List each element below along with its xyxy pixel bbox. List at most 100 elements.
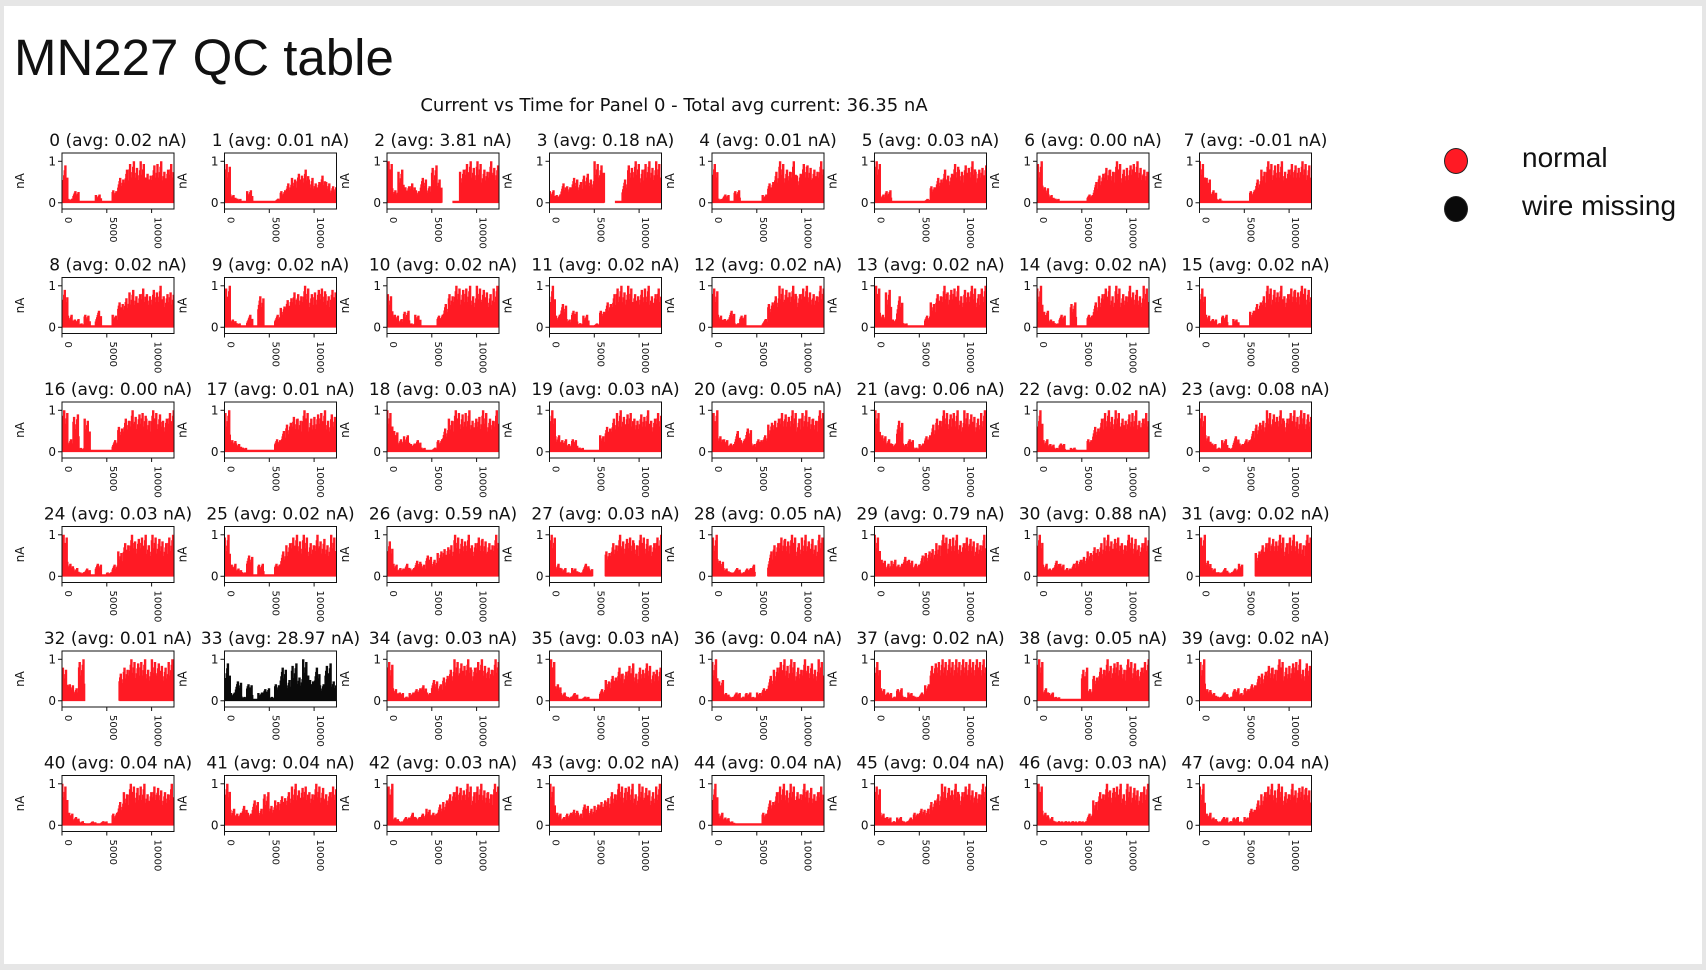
subplot-frame-15 xyxy=(1199,277,1312,334)
subplot-title-32: 32 (avg: 0.01 nA) xyxy=(44,629,192,649)
subplot-8: 8 (avg: 0.02 nA) nA 0 1 0 5000 10000 xyxy=(13,256,187,374)
subplot-ylabel-22: nA xyxy=(988,421,1002,438)
subplot-xtick-label-32-0: 0 xyxy=(62,715,73,721)
subplot-ytick-label-13-1: 1 xyxy=(861,279,869,293)
subplot-xtick-label-5-1: 5000 xyxy=(919,217,930,242)
subplot-signal-35 xyxy=(549,659,662,702)
subplot-xtick-label-37-2: 10000 xyxy=(964,715,975,747)
subplot-frame-34 xyxy=(386,650,500,708)
subplot-title-6: 6 (avg: 0.00 nA) xyxy=(1024,131,1162,151)
subplot-ylabel-26: nA xyxy=(338,546,352,563)
subplot-11: 11 (avg: 0.02 nA) nA 0 1 0 5000 10000 xyxy=(501,256,680,374)
subplot-xtick-label-27-0: 0 xyxy=(550,591,561,597)
subplot-signal-23 xyxy=(1199,410,1312,453)
subplot-19: 19 (avg: 0.03 nA) nA 0 1 0 5000 10000 xyxy=(501,380,680,498)
subplot-xtick-label-28-0: 0 xyxy=(712,591,723,597)
subplot-frame-8 xyxy=(61,277,175,334)
subplot-xtick-label-10-0: 0 xyxy=(387,342,398,348)
subplot-xtick-label-25-2: 10000 xyxy=(314,591,325,623)
subplot-42: 42 (avg: 0.03 nA) nA 0 1 0 5000 10000 xyxy=(338,754,517,872)
subplot-ytick-label-5-0: 0 xyxy=(861,196,869,210)
subplot-xtick-label-7-0: 0 xyxy=(1200,217,1211,223)
subplot-signal-38 xyxy=(1037,659,1149,702)
subplot-xtick-label-41-1: 5000 xyxy=(269,840,280,865)
subplot-ytick-label-37-0: 0 xyxy=(861,694,869,708)
subplot-title-34: 34 (avg: 0.03 nA) xyxy=(369,629,517,649)
subplot-xtick-label-13-2: 10000 xyxy=(964,342,975,374)
subplot-41: 41 (avg: 0.04 nA) nA 0 1 0 5000 10000 xyxy=(176,754,355,872)
subplot-ylabel-45: nA xyxy=(826,795,840,812)
subplot-ytick-label-42-0: 0 xyxy=(373,818,381,832)
subplot-xtick-label-18-0: 0 xyxy=(387,466,398,472)
subplot-xtick-label-1-0: 0 xyxy=(225,217,236,223)
subplot-ytick-label-28-1: 1 xyxy=(698,528,706,542)
subplot-ytick-label-45-0: 0 xyxy=(861,818,869,832)
subplot-frame-45 xyxy=(874,775,987,832)
subplot-signal-28 xyxy=(712,534,824,577)
subplot-xtick-label-29-0: 0 xyxy=(875,591,886,597)
subplot-frame-14 xyxy=(1036,277,1150,334)
subplot-xtick-label-8-2: 10000 xyxy=(152,342,163,374)
subplot-frame-33 xyxy=(224,650,337,708)
subplot-44: 44 (avg: 0.04 nA) nA 0 1 0 5000 10000 xyxy=(663,754,842,872)
subplot-ylabel-19: nA xyxy=(501,421,515,438)
subplot-frame-21 xyxy=(874,401,987,459)
subplot-xtick-label-39-1: 5000 xyxy=(1244,715,1255,740)
subplot-xtick-label-30-1: 5000 xyxy=(1082,591,1093,616)
subplot-signal-32 xyxy=(62,659,174,702)
subplot-title-2: 2 (avg: 3.81 nA) xyxy=(374,131,512,151)
subplot-ylabel-20: nA xyxy=(663,421,677,438)
subplot-ylabel-40: nA xyxy=(13,795,27,812)
subplot-ytick-label-14-0: 0 xyxy=(1023,320,1031,334)
subplot-6: 6 (avg: 0.00 nA) nA 0 1 0 5000 10000 xyxy=(988,131,1162,249)
subplot-39: 39 (avg: 0.02 nA) nA 0 1 0 5000 10000 xyxy=(1151,629,1330,747)
subplot-xtick-label-30-2: 10000 xyxy=(1127,591,1138,623)
subplot-xtick-label-26-2: 10000 xyxy=(477,591,488,623)
subplot-xtick-label-35-2: 10000 xyxy=(639,715,650,747)
subplot-xtick-label-31-1: 5000 xyxy=(1244,591,1255,616)
subplot-signal-6 xyxy=(1037,161,1149,204)
subplot-title-43: 43 (avg: 0.02 nA) xyxy=(531,754,679,774)
subplot-title-29: 29 (avg: 0.79 nA) xyxy=(856,505,1004,525)
subplot-title-3: 3 (avg: 0.18 nA) xyxy=(537,131,675,151)
subplot-24: 24 (avg: 0.03 nA) nA 0 1 0 5000 10000 xyxy=(13,505,192,623)
subplot-ytick-label-46-0: 0 xyxy=(1023,818,1031,832)
subplot-signal-26 xyxy=(387,534,499,577)
subplot-signal-22 xyxy=(1037,410,1149,453)
subplot-xtick-label-47-1: 5000 xyxy=(1244,840,1255,865)
subplot-title-0: 0 (avg: 0.02 nA) xyxy=(49,131,187,151)
subplot-title-9: 9 (avg: 0.02 nA) xyxy=(212,256,350,276)
subplot-xtick-label-24-0: 0 xyxy=(62,591,73,597)
subplot-frame-2 xyxy=(386,152,500,210)
subplot-frame-7 xyxy=(1199,152,1312,210)
subplot-ytick-label-31-1: 1 xyxy=(1186,528,1194,542)
subplot-ylabel-23: nA xyxy=(1151,421,1165,438)
subplot-ylabel-38: nA xyxy=(988,670,1002,687)
subplot-xtick-label-43-2: 10000 xyxy=(639,840,650,872)
subplot-ytick-label-19-1: 1 xyxy=(536,403,544,417)
subplot-ytick-label-25-0: 0 xyxy=(211,569,219,583)
subplot-40: 40 (avg: 0.04 nA) nA 0 1 0 5000 10000 xyxy=(13,754,192,872)
subplot-xtick-label-15-1: 5000 xyxy=(1244,342,1255,367)
subplot-xtick-label-44-2: 10000 xyxy=(802,840,813,872)
subplot-xtick-label-14-2: 10000 xyxy=(1127,342,1138,374)
subplot-ytick-label-47-0: 0 xyxy=(1186,818,1194,832)
subplot-ytick-label-6-1: 1 xyxy=(1023,154,1031,168)
subplot-xtick-label-20-0: 0 xyxy=(712,466,723,472)
subplot-signal-3 xyxy=(549,161,662,204)
subplot-frame-25 xyxy=(224,526,337,583)
subplot-signal-12 xyxy=(712,285,824,328)
subplot-xtick-label-11-0: 0 xyxy=(550,342,561,348)
subplot-ytick-label-9-0: 0 xyxy=(211,320,219,334)
subplot-xtick-label-4-1: 5000 xyxy=(757,217,768,242)
slide: MN227 QC table Current vs Time for Panel… xyxy=(4,6,1702,964)
subplot-signal-36 xyxy=(712,659,824,702)
subplot-xtick-label-12-2: 10000 xyxy=(802,342,813,374)
subplot-20: 20 (avg: 0.05 nA) nA 0 1 0 5000 10000 xyxy=(663,380,842,498)
subplot-xtick-label-20-1: 5000 xyxy=(757,466,768,491)
subplot-5: 5 (avg: 0.03 nA) nA 0 1 0 5000 10000 xyxy=(826,131,1000,249)
subplot-frame-4 xyxy=(711,152,825,210)
subplot-ytick-label-7-1: 1 xyxy=(1186,154,1194,168)
subplot-xtick-label-13-1: 5000 xyxy=(919,342,930,367)
subplot-xtick-label-16-1: 5000 xyxy=(107,466,118,491)
